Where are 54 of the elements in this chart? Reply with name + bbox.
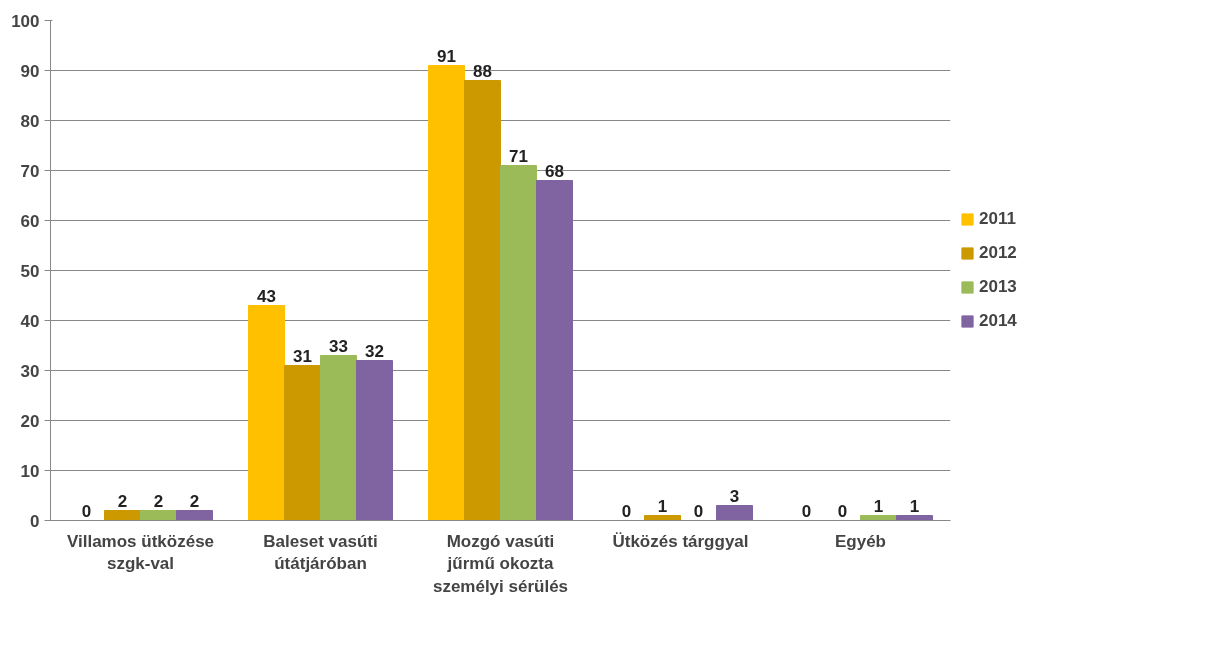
bar <box>428 65 465 521</box>
y-tick-label: 30 <box>20 361 40 381</box>
y-tick-label: 90 <box>20 61 40 81</box>
legend-label: 2012 <box>979 243 1017 263</box>
data-label: 0 <box>837 501 848 521</box>
data-label: 2 <box>189 491 200 511</box>
bar <box>356 360 393 521</box>
data-label: 0 <box>81 501 92 521</box>
data-label: 71 <box>509 146 528 166</box>
y-tick-label: 10 <box>20 461 40 481</box>
data-label: 0 <box>621 501 632 521</box>
bar <box>176 510 213 521</box>
x-tick-label: Ütközés tárggyal <box>612 531 749 551</box>
data-label: 33 <box>329 336 348 356</box>
y-tick-label: 0 <box>30 511 40 531</box>
y-tick-label: 70 <box>20 161 40 181</box>
bar <box>248 305 285 521</box>
bar <box>104 510 141 521</box>
data-label: 0 <box>801 501 812 521</box>
data-label: 91 <box>437 46 456 66</box>
bar <box>896 515 933 521</box>
data-label: 2 <box>153 491 164 511</box>
y-tick-label: 20 <box>20 411 40 431</box>
bar <box>716 505 753 521</box>
data-label: 88 <box>473 61 492 81</box>
legend-label: 2014 <box>979 311 1017 331</box>
y-tick-label: 100 <box>11 11 40 31</box>
legend-label: 2011 <box>979 209 1016 229</box>
data-label: 1 <box>657 496 668 516</box>
data-label: 1 <box>873 496 884 516</box>
data-label: 0 <box>693 501 704 521</box>
data-label: 68 <box>545 161 564 181</box>
data-label: 32 <box>365 341 384 361</box>
y-tick-label: 50 <box>20 261 40 281</box>
data-label: 43 <box>257 286 276 306</box>
bar <box>284 365 321 521</box>
bar <box>320 355 357 521</box>
bar <box>536 180 573 521</box>
bar <box>644 515 681 521</box>
legend-label: 2013 <box>979 277 1017 297</box>
y-tick-label: 60 <box>20 211 40 231</box>
bar <box>464 80 501 521</box>
x-tick-label: Villamos ütközése szgk-val <box>66 531 215 574</box>
data-label: 3 <box>729 486 740 506</box>
x-tick-label: Mozgó vasúti jűrmű okozta személyi sérülés <box>432 531 569 597</box>
y-tick-label: 80 <box>20 111 40 131</box>
x-tick-label: Egyéb <box>834 531 887 551</box>
x-tick-label: Baleset vasúti útátjáróban <box>263 531 378 574</box>
data-label: 2 <box>117 491 128 511</box>
data-label: 1 <box>909 496 920 516</box>
bar <box>140 510 177 521</box>
y-tick-label: 40 <box>20 311 40 331</box>
bar <box>500 165 537 521</box>
data-label: 31 <box>293 346 312 366</box>
